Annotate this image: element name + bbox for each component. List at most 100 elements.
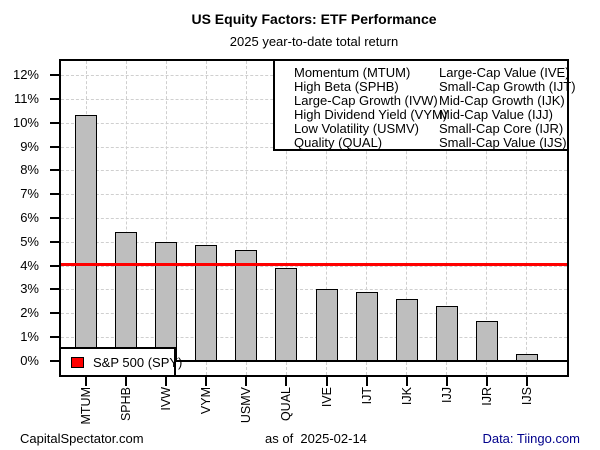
bar-qual [275,267,298,362]
gridline-horizontal [61,313,567,315]
x-axis-tick-label-text: MTUM [79,387,93,425]
y-axis-tick [50,217,59,219]
x-axis-tick [445,377,448,386]
y-axis-tick [50,335,59,338]
gridline-horizontal [61,170,567,172]
y-axis-tick-label: 0% [20,352,39,368]
title-block: US Equity Factors: ETF Performance 2025 … [59,11,569,49]
x-axis-tick [285,377,288,386]
gridline-horizontal [61,289,567,291]
legend-item: Quality (QUAL) [294,135,383,150]
x-axis-tick-label-text: IJJ [439,387,454,403]
bar-usmv [235,250,258,362]
x-axis-tick-label-text: QUAL [279,387,294,422]
gridline-vertical [285,61,287,375]
x-axis-tick [165,377,168,386]
gridline-horizontal [61,336,567,338]
factor-legend-column-2: Large-Cap Value (IVE) Small-Cap Growth (I… [439,65,576,150]
benchmark-legend-label: S&P 500 (SPY) [93,354,183,370]
red-swatch-icon [71,356,84,368]
legend-item: Low Volatility (USMV) [294,121,419,136]
x-axis-tick [205,377,208,386]
y-axis-tick [50,312,59,315]
y-axis-tick-label: 6% [20,210,39,225]
y-axis-tick-label: 3% [20,281,39,297]
x-axis-tick [85,377,87,386]
zero-axis-line [61,359,567,362]
y-axis-tick-label: 8% [20,162,39,178]
y-axis-tick-label: 7% [20,186,39,202]
benchmark-line [61,263,567,267]
x-axis-tick-label-text: IJT [359,387,374,405]
x-axis-tick [125,377,128,386]
x-axis-tick-label-text: SPHB [119,387,134,422]
y-axis-tick-label: 11% [13,91,39,107]
bar-ive [315,289,338,362]
y-axis-tick-label: 1% [20,328,39,344]
gridline-vertical [486,61,488,375]
y-axis-tick [50,240,59,243]
legend-item: Small-Cap Value (IJS) [439,135,567,150]
y-axis-tick [50,264,59,267]
legend-item: Momentum (MTUM) [294,65,411,80]
gridline-horizontal [61,241,567,243]
legend-item: Mid-Cap Growth (IJK) [439,93,565,108]
x-axis-tick [405,377,408,386]
y-axis-tick-label: 9% [20,138,39,154]
x-axis-tick-label-text: VYM [199,387,214,415]
bar-ijj [435,306,458,362]
y-axis-tick-label: 12% [12,67,39,83]
gridline-vertical [205,61,207,375]
gridline-horizontal [61,218,567,219]
y-axis-tick-label: 10% [12,114,39,130]
bar-ijr [475,321,498,362]
y-axis-tick [50,121,59,124]
legend-item: Mid-Cap Value (IJJ) [439,107,553,122]
gridline-vertical [446,61,448,375]
x-axis-tick-label-text: IVW [159,387,174,411]
legend-item: Large-Cap Value (IVE) [439,65,570,80]
gridline-vertical [526,61,528,375]
y-axis-tick [50,145,59,148]
legend-item: High Dividend Yield (VYM) [294,107,448,122]
x-axis-tick [485,377,488,386]
gridline-vertical [245,61,247,375]
x-axis-tick [245,377,248,386]
gridline-vertical [165,61,167,375]
footer-data-credit: Data: Tiingo.com [482,431,580,446]
legend-item: Small-Cap Core (IJR) [439,121,564,136]
legend-item: High Beta (SPHB) [294,79,399,94]
y-axis-tick [50,359,59,362]
chart-subtitle: 2025 year-to-date total return [229,34,399,49]
chart-title: US Equity Factors: ETF Performance [191,11,437,27]
x-axis-tick [325,377,328,386]
x-axis-tick [365,377,368,386]
y-axis-tick [50,74,59,77]
x-axis-tick-label-text: IJR [479,387,494,406]
bar-ijt [355,291,378,362]
legend-item: Large-Cap Growth (IVW) [294,93,438,108]
plot-area: 0% 1% 2% 3% 4% 5% 6% 7% 8% 9% 10% 11% 12% MTUM SPHB IV… [13,59,576,425]
y-axis-tick-label: 5% [20,233,39,249]
footer-source-left: CapitalSpectator.com [20,431,144,446]
gridline-vertical [326,61,328,375]
benchmark-legend-box: S&P 500 (SPY) [59,347,182,377]
factor-legend-column-1: Momentum (MTUM) High Beta (SPHB) Large-Cap… [294,65,448,150]
legend-item: Small-Cap Growth (IJT) [439,79,576,94]
x-axis-tick-label-text: IJS [519,387,534,406]
y-axis-tick-label: 4% [20,257,39,273]
y-axis-tick-label: 2% [20,305,39,321]
bar-sphb [115,232,138,362]
gridline-vertical [366,61,368,375]
x-axis-tick [525,377,528,386]
x-axis-tick-label-text: USMV [239,387,254,424]
x-axis-tick-label-text: IJK [399,387,414,406]
bar-ijk [395,298,418,362]
gridline-vertical [406,61,408,375]
gridline-horizontal [61,194,567,196]
factor-legend-box: Momentum (MTUM) High Beta (SPHB) Large-Cap… [273,59,576,151]
bar-mtum [75,114,97,362]
y-axis-tick [50,193,59,196]
y-axis-tick [50,169,59,172]
